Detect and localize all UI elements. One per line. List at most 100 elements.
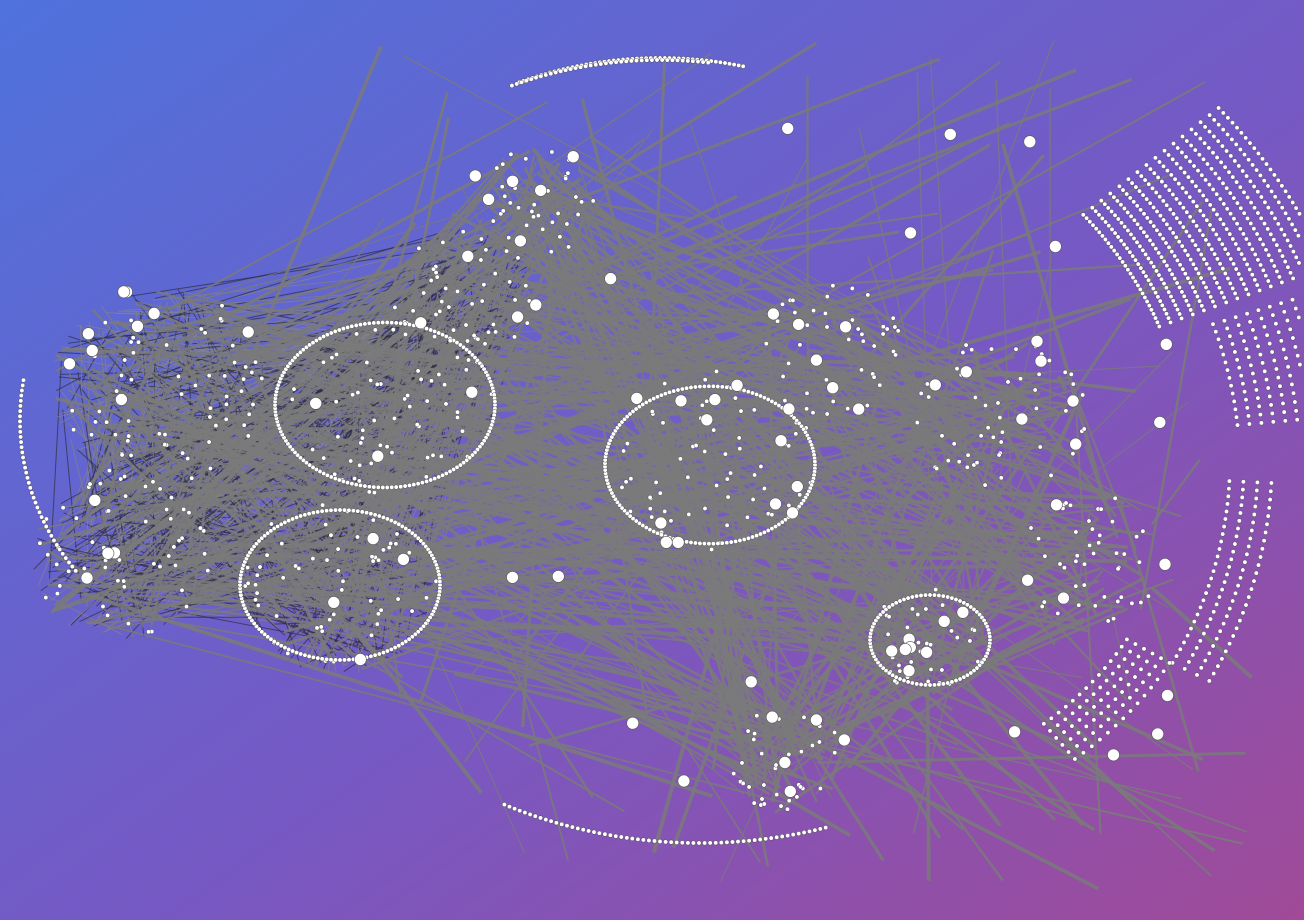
node [832, 730, 837, 735]
node [769, 526, 775, 531]
node [241, 376, 247, 382]
node [1138, 207, 1144, 213]
node [319, 508, 325, 514]
node [754, 533, 759, 538]
node [407, 322, 412, 327]
node [1210, 321, 1216, 327]
node [762, 395, 767, 401]
node [514, 81, 520, 87]
node [940, 593, 946, 599]
node [1180, 185, 1186, 191]
node [402, 483, 408, 489]
edge [832, 298, 913, 613]
node [923, 606, 929, 612]
node [1146, 181, 1152, 187]
node [1287, 326, 1293, 332]
node [1187, 280, 1193, 286]
node [1177, 646, 1183, 652]
node [707, 840, 713, 846]
node [376, 557, 381, 563]
node [451, 327, 456, 333]
node [1185, 252, 1191, 258]
node [618, 834, 624, 840]
node [1220, 143, 1225, 149]
node [1291, 249, 1296, 255]
node [1127, 195, 1133, 201]
node [455, 415, 460, 420]
edge [413, 621, 905, 631]
node [368, 511, 374, 517]
node [1121, 242, 1127, 247]
node [928, 667, 934, 672]
node [1230, 633, 1236, 639]
node [1228, 383, 1234, 389]
node [342, 507, 347, 513]
node [1179, 243, 1185, 249]
edge [119, 310, 881, 410]
node [1278, 338, 1284, 344]
edge [553, 182, 1004, 364]
node [1157, 298, 1163, 304]
node [123, 493, 129, 499]
node [1231, 195, 1237, 201]
node [1173, 302, 1178, 308]
node [324, 656, 329, 662]
node [516, 205, 521, 211]
node [29, 490, 35, 496]
node [1248, 221, 1254, 226]
node [553, 70, 559, 75]
node [1263, 247, 1269, 253]
node [457, 462, 463, 468]
node [910, 606, 915, 612]
node [1170, 230, 1176, 236]
node [741, 537, 747, 542]
node [402, 321, 408, 327]
node [1212, 303, 1218, 309]
node [507, 804, 512, 810]
node [1215, 138, 1221, 144]
node [224, 393, 230, 399]
node [1153, 190, 1159, 195]
node [104, 419, 110, 425]
node [1269, 410, 1275, 416]
node [1098, 506, 1104, 512]
node [440, 239, 446, 245]
node [893, 352, 898, 358]
node [392, 645, 398, 650]
node [1112, 495, 1118, 501]
node [752, 731, 757, 736]
node [1269, 349, 1275, 355]
node [1297, 362, 1303, 367]
node [1148, 260, 1154, 265]
node [335, 568, 341, 574]
hub-node [1151, 727, 1164, 741]
node [1116, 664, 1122, 669]
node [1177, 220, 1183, 226]
node [380, 547, 386, 553]
node [1275, 375, 1281, 380]
node [752, 472, 757, 478]
node [705, 60, 711, 65]
node [1282, 259, 1288, 264]
node [33, 500, 38, 505]
node [1121, 551, 1127, 557]
node [1102, 594, 1107, 600]
node [1005, 379, 1011, 385]
node [1281, 409, 1287, 415]
node [1233, 266, 1239, 272]
node [759, 751, 765, 756]
node [1153, 290, 1159, 296]
hub-node [708, 393, 722, 406]
node [761, 782, 767, 788]
node [1241, 231, 1246, 237]
node [1122, 224, 1128, 230]
node [523, 156, 529, 162]
node [1182, 666, 1188, 672]
node [1240, 168, 1246, 174]
node [384, 648, 390, 654]
node [1260, 267, 1266, 273]
node [1180, 224, 1186, 230]
node [1250, 327, 1256, 333]
node [1155, 319, 1160, 325]
node [1233, 141, 1239, 147]
